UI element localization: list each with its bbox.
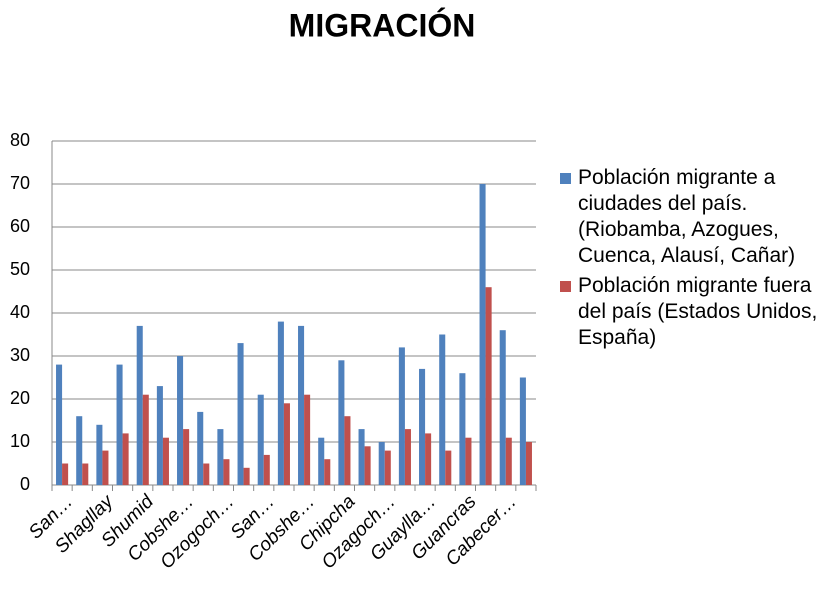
bar xyxy=(505,437,512,485)
bar xyxy=(283,403,290,485)
bar xyxy=(465,437,472,485)
bar xyxy=(277,321,284,485)
bar xyxy=(217,429,224,485)
bar xyxy=(237,343,244,485)
bar xyxy=(304,394,311,485)
bar xyxy=(419,368,426,485)
bar xyxy=(364,446,371,485)
bar xyxy=(62,463,69,485)
bar xyxy=(257,394,264,485)
bar xyxy=(459,373,466,485)
bar xyxy=(116,364,123,485)
bar xyxy=(263,454,270,485)
bar xyxy=(378,442,385,485)
bar xyxy=(223,459,230,485)
bar xyxy=(243,467,250,485)
bar xyxy=(156,386,163,485)
y-tick-label: 10 xyxy=(10,431,30,451)
bar xyxy=(183,429,190,485)
legend-label: Población migrante a ciudades del país.(… xyxy=(578,166,796,267)
bar xyxy=(136,325,143,485)
bar xyxy=(479,184,486,485)
legend-swatch xyxy=(560,173,571,184)
y-tick-label: 60 xyxy=(10,216,30,236)
legend: Población migrante a ciudades del país.(… xyxy=(560,165,819,355)
bar xyxy=(162,437,169,485)
bar xyxy=(499,330,506,485)
bar xyxy=(358,429,365,485)
legend-entry: Población migrante a ciudades del país.(… xyxy=(560,165,819,269)
bar xyxy=(525,442,532,485)
bar xyxy=(445,450,452,485)
bar xyxy=(122,433,129,485)
bar xyxy=(519,377,526,485)
bar xyxy=(82,463,89,485)
bar xyxy=(96,424,103,485)
bar xyxy=(197,411,204,485)
y-tick-label: 30 xyxy=(10,345,30,365)
bar xyxy=(203,463,210,485)
y-tick-label: 20 xyxy=(10,388,30,408)
y-tick-label: 70 xyxy=(10,173,30,193)
bar xyxy=(102,450,109,485)
bar xyxy=(177,356,184,485)
bar xyxy=(425,433,432,485)
bar xyxy=(398,347,405,485)
bar xyxy=(338,360,345,485)
legend-label: Población migrante fuera del país (Estad… xyxy=(578,274,818,349)
bar xyxy=(324,459,331,485)
bar xyxy=(439,334,446,485)
bar xyxy=(142,394,149,485)
y-tick-label: 50 xyxy=(10,259,30,279)
bar xyxy=(56,364,63,485)
legend-entry: Población migrante fuera del país (Estad… xyxy=(560,273,819,351)
bar xyxy=(298,325,305,485)
bar xyxy=(485,287,492,485)
bar xyxy=(404,429,411,485)
y-tick-label: 40 xyxy=(10,302,30,322)
bar xyxy=(76,416,83,485)
y-tick-label: 0 xyxy=(20,474,30,494)
bar xyxy=(344,416,351,485)
y-tick-label: 80 xyxy=(10,130,30,150)
chart-title: MIGRACIÓN xyxy=(289,7,476,43)
bar xyxy=(318,437,325,485)
legend-swatch xyxy=(560,281,571,292)
bar xyxy=(384,450,391,485)
